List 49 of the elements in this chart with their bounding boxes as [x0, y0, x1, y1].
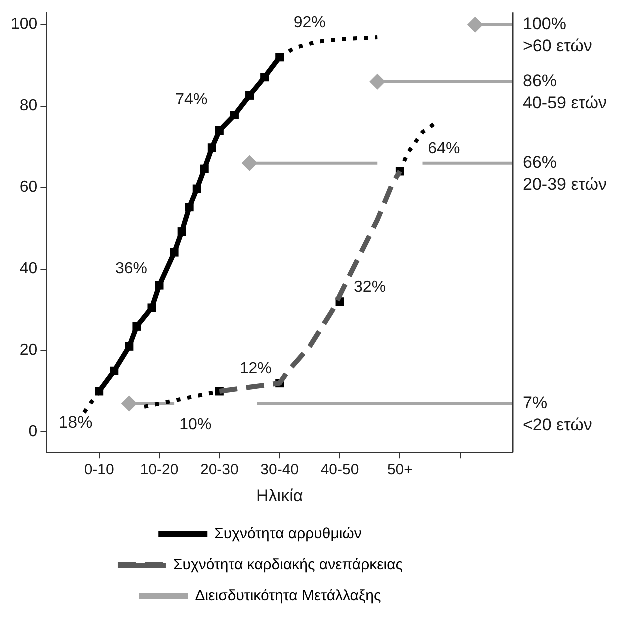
point — [178, 228, 186, 236]
x-tick-label: 50+ — [387, 462, 414, 479]
y-tick-label: 80 — [20, 98, 38, 115]
y-tick-label: 100 — [10, 16, 38, 34]
x-tick-label: 10-20 — [140, 462, 179, 479]
point — [370, 74, 386, 90]
y-tick-label: 0 — [28, 424, 38, 441]
point — [170, 248, 179, 257]
point — [110, 366, 119, 376]
data-label: 74% — [176, 92, 208, 109]
point — [185, 203, 194, 212]
x-tick-label: 0-10 — [84, 462, 114, 479]
data-label: 32% — [354, 278, 386, 296]
data-label: 92% — [294, 14, 326, 32]
data-label: 36% — [115, 260, 148, 278]
y-tick-label: 20 — [20, 342, 38, 360]
x-axis-title: Ηλικία — [256, 486, 304, 506]
point — [121, 396, 138, 412]
data-label: 64% — [428, 140, 460, 158]
point — [125, 342, 134, 351]
point — [208, 144, 216, 152]
legend-label: Διεισδυτικότητα Μετάλλαξης — [195, 588, 382, 605]
point — [148, 304, 156, 312]
point — [132, 322, 142, 331]
point — [467, 16, 484, 33]
data-label: 100% >60 ετών — [523, 14, 592, 56]
data-label: 10% — [180, 416, 212, 434]
point — [192, 184, 202, 194]
point — [246, 91, 254, 100]
point — [242, 155, 258, 172]
x-tick-label: 40-50 — [320, 462, 360, 479]
data-label: 7% <20 ετών — [523, 393, 592, 434]
x-tick-label: 30-40 — [260, 462, 300, 479]
data-label: 86% 40-59 ετών — [523, 72, 608, 113]
point — [215, 126, 224, 135]
point — [95, 387, 104, 396]
y-tick-label: 60 — [20, 179, 38, 196]
point — [230, 111, 239, 120]
point — [200, 164, 209, 174]
y-tick-label: 40 — [20, 260, 38, 278]
data-label: 66% 20-39 ετών — [523, 153, 608, 194]
legend-label: Συχνότητα αρρυθμιών — [214, 526, 362, 543]
legend-label: Συχνότητα καρδιακής ανεπάρκειας — [173, 556, 404, 574]
annotation: 18% — [58, 413, 93, 432]
point — [260, 73, 270, 82]
point — [155, 281, 164, 290]
x-tick-label: 20-30 — [200, 462, 239, 479]
point — [276, 53, 284, 62]
data-label: 12% — [240, 360, 272, 378]
